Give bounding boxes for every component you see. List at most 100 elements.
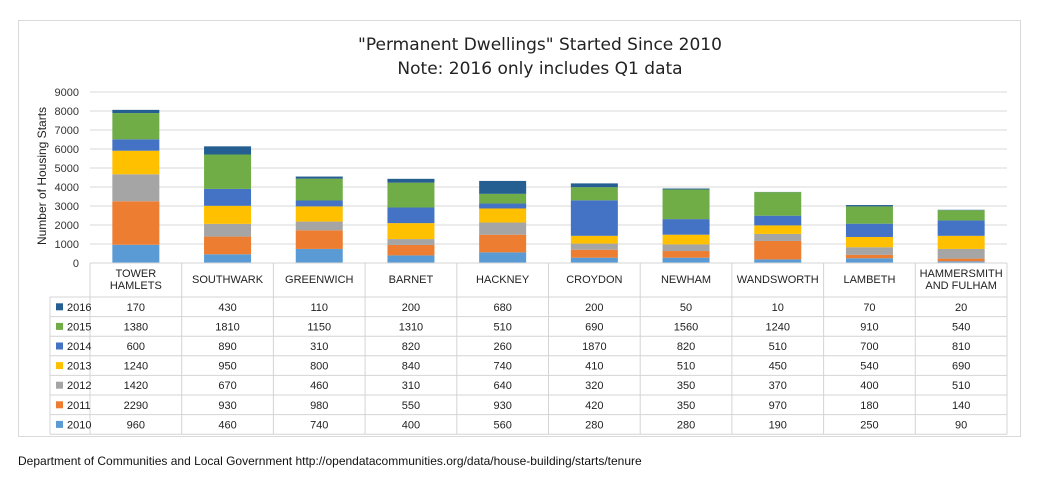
data-label: 670 (218, 380, 236, 392)
bar-segment-2016 (295, 176, 343, 179)
bar-segment-2013 (387, 223, 435, 240)
bar-segment-2011 (295, 230, 343, 249)
category-label: HAMLETS (110, 280, 162, 292)
bar-segment-2012 (479, 222, 527, 235)
data-label: 400 (860, 380, 878, 392)
bar-segment-2015 (754, 192, 802, 216)
y-tick-label: 7000 (55, 125, 79, 137)
bar-segment-2013 (204, 205, 252, 224)
bar-segment-2012 (754, 233, 802, 241)
data-label: 540 (860, 361, 878, 373)
data-label: 70 (863, 302, 875, 314)
bar-segment-2012 (662, 244, 710, 252)
data-label: 20 (955, 302, 967, 314)
category-label: LAMBETH (843, 274, 895, 286)
data-label: 930 (218, 400, 236, 412)
bar-segment-2012 (387, 239, 435, 245)
data-label: 560 (493, 419, 511, 431)
bar-segment-2011 (204, 236, 252, 255)
data-label: 840 (402, 361, 420, 373)
data-label: 110 (310, 302, 328, 314)
legend-label: 2012 (67, 380, 91, 392)
bar-segment-2016 (479, 180, 527, 194)
bar-segment-2016 (204, 146, 252, 155)
data-label: 510 (769, 341, 787, 353)
category-label: TOWER (115, 268, 156, 280)
data-label: 1810 (215, 321, 239, 333)
data-label: 180 (860, 400, 878, 412)
legend-key-2012 (56, 381, 63, 389)
bar-segment-2011 (845, 254, 893, 259)
y-tick-label: 3000 (55, 201, 79, 213)
data-label: 450 (769, 361, 787, 373)
data-label: 640 (493, 380, 511, 392)
bar-segment-2014 (937, 220, 985, 236)
bar-segment-2012 (295, 221, 343, 231)
data-label: 200 (402, 302, 420, 314)
bar-segment-2010 (754, 259, 802, 263)
data-label: 980 (310, 400, 328, 412)
bar-segment-2013 (662, 234, 710, 245)
bar-segment-2010 (845, 258, 893, 263)
data-label: 400 (402, 419, 420, 431)
data-label: 890 (218, 341, 236, 353)
data-label: 600 (127, 341, 145, 353)
bar-segment-2012 (204, 223, 252, 237)
data-label: 740 (310, 419, 328, 431)
category-label: GREENWICH (285, 274, 354, 286)
bar-segment-2011 (754, 240, 802, 260)
legend-key-2016 (56, 303, 63, 311)
legend-key-2015 (56, 322, 63, 330)
data-label: 350 (677, 380, 695, 392)
bar-segment-2012 (570, 243, 618, 250)
data-label: 250 (860, 419, 878, 431)
data-label: 280 (585, 419, 603, 431)
legend-label: 2014 (67, 341, 91, 353)
bar-segment-2014 (662, 219, 710, 235)
data-label: 370 (769, 380, 787, 392)
bar-segment-2013 (937, 235, 985, 249)
bar-segment-2013 (479, 208, 527, 223)
data-label: 810 (952, 341, 970, 353)
data-label: 820 (677, 341, 695, 353)
bar-segment-2016 (570, 183, 618, 188)
source-note: Department of Communities and Local Gove… (18, 454, 642, 468)
legend-key-2013 (56, 362, 63, 370)
bar-segment-2016 (112, 109, 160, 114)
bar-segment-2013 (295, 206, 343, 222)
bar-segment-2015 (112, 113, 160, 140)
data-label: 420 (585, 400, 603, 412)
bar-segment-2014 (754, 215, 802, 226)
bar-segment-2013 (754, 225, 802, 234)
legend-key-2011 (56, 401, 63, 409)
bar-segment-2010 (295, 248, 343, 263)
data-label: 460 (310, 380, 328, 392)
data-label: 950 (218, 361, 236, 373)
data-label: 550 (402, 400, 420, 412)
category-label: SOUTHWARK (192, 274, 264, 286)
y-tick-label: 9000 (55, 87, 79, 99)
bar-segment-2016 (845, 205, 893, 207)
bar-segment-2013 (112, 150, 160, 175)
bar-segment-2011 (570, 249, 618, 258)
data-label: 930 (493, 400, 511, 412)
bar-segment-2011 (112, 201, 160, 245)
bar-segment-2011 (387, 244, 435, 256)
category-label: BARNET (389, 274, 434, 286)
bar-segment-2011 (662, 251, 710, 258)
data-label: 680 (493, 302, 511, 314)
stacked-bar-chart: "Permanent Dwellings" Started Since 2010… (35, 35, 1008, 435)
bar-segment-2016 (387, 178, 435, 183)
category-label: NEWHAM (661, 274, 711, 286)
data-label: 90 (955, 419, 967, 431)
data-label: 1560 (674, 321, 698, 333)
data-label: 260 (493, 341, 511, 353)
legend-label: 2013 (67, 361, 91, 373)
bar-segment-2012 (845, 247, 893, 255)
bar-segment-2010 (570, 257, 618, 263)
legend-label: 2015 (67, 321, 91, 333)
bar-segment-2015 (204, 154, 252, 189)
bar-segment-2015 (479, 193, 527, 204)
bar-segment-2015 (570, 187, 618, 201)
legend-key-2010 (56, 420, 63, 428)
